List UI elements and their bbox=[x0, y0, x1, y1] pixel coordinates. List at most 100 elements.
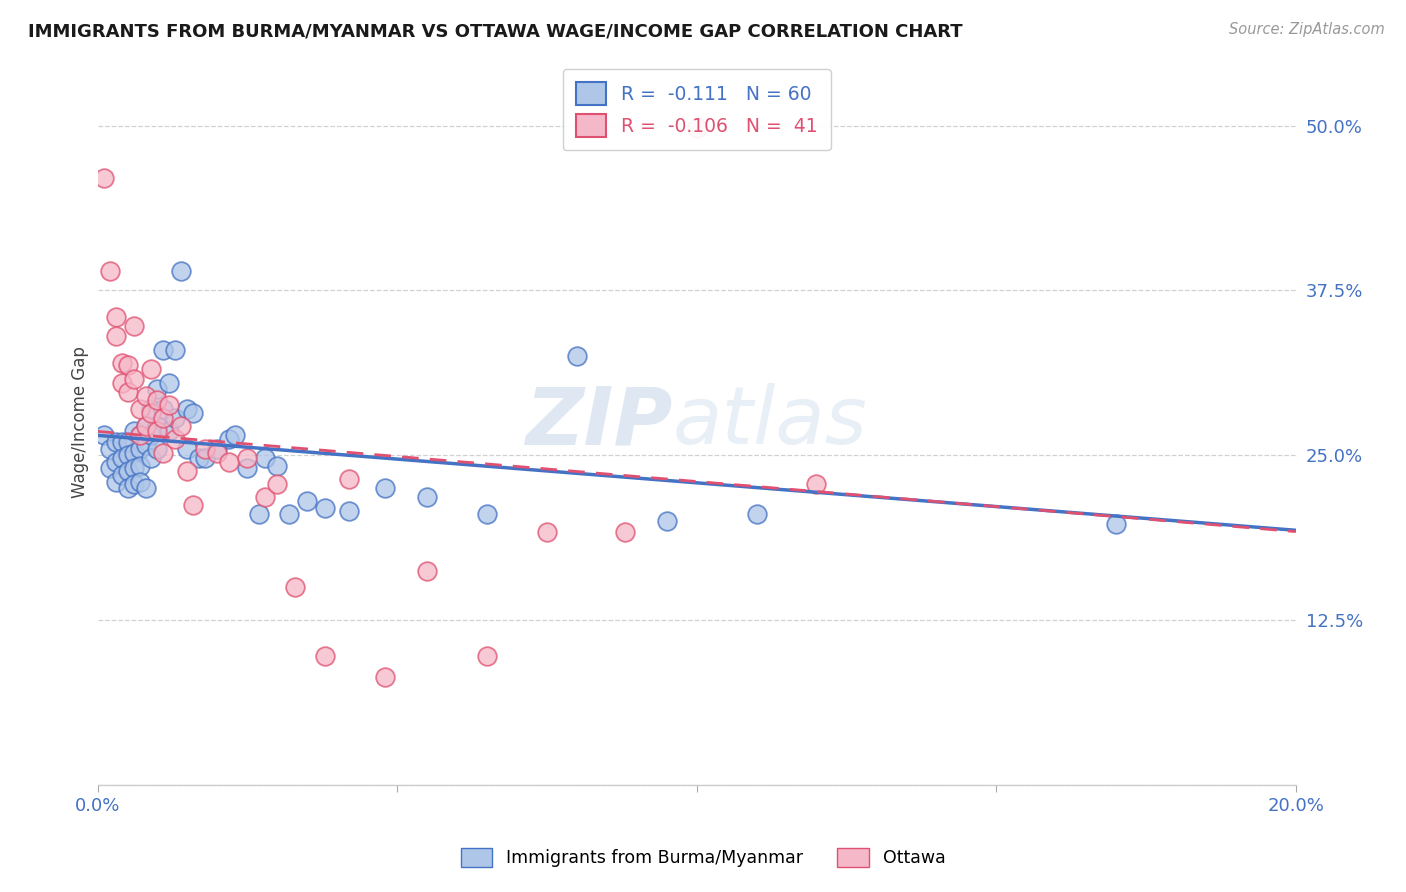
Point bbox=[128, 428, 150, 442]
Point bbox=[141, 450, 163, 465]
Point bbox=[176, 464, 198, 478]
Point bbox=[165, 343, 187, 357]
Point bbox=[337, 503, 360, 517]
Point bbox=[247, 508, 270, 522]
Point bbox=[207, 442, 229, 456]
Point bbox=[152, 411, 174, 425]
Point bbox=[110, 450, 132, 465]
Point bbox=[104, 475, 127, 489]
Point bbox=[117, 434, 139, 449]
Text: Source: ZipAtlas.com: Source: ZipAtlas.com bbox=[1229, 22, 1385, 37]
Point bbox=[104, 310, 127, 324]
Point bbox=[284, 580, 307, 594]
Point bbox=[141, 402, 163, 417]
Point bbox=[165, 433, 187, 447]
Point bbox=[416, 564, 439, 578]
Point bbox=[159, 376, 181, 390]
Point bbox=[122, 318, 145, 333]
Point bbox=[165, 411, 187, 425]
Text: IMMIGRANTS FROM BURMA/MYANMAR VS OTTAWA WAGE/INCOME GAP CORRELATION CHART: IMMIGRANTS FROM BURMA/MYANMAR VS OTTAWA … bbox=[28, 22, 963, 40]
Point bbox=[159, 398, 181, 412]
Y-axis label: Wage/Income Gap: Wage/Income Gap bbox=[72, 346, 89, 498]
Point bbox=[146, 419, 169, 434]
Point bbox=[134, 419, 156, 434]
Point bbox=[141, 428, 163, 442]
Point bbox=[170, 419, 193, 434]
Point bbox=[146, 425, 169, 439]
Point bbox=[134, 389, 156, 403]
Point bbox=[416, 491, 439, 505]
Point bbox=[159, 425, 181, 439]
Point bbox=[374, 481, 396, 495]
Point bbox=[117, 481, 139, 495]
Point bbox=[104, 434, 127, 449]
Point bbox=[122, 477, 145, 491]
Point bbox=[254, 491, 277, 505]
Point bbox=[176, 402, 198, 417]
Point bbox=[176, 442, 198, 456]
Point bbox=[117, 359, 139, 373]
Point bbox=[152, 402, 174, 417]
Point bbox=[218, 455, 240, 469]
Point bbox=[745, 508, 768, 522]
Point bbox=[128, 402, 150, 417]
Point bbox=[122, 445, 145, 459]
Point bbox=[110, 467, 132, 482]
Legend: R =  -0.111   N = 60, R =  -0.106   N =  41: R = -0.111 N = 60, R = -0.106 N = 41 bbox=[562, 69, 831, 151]
Point bbox=[224, 428, 246, 442]
Point bbox=[152, 343, 174, 357]
Point bbox=[134, 481, 156, 495]
Point bbox=[536, 524, 558, 539]
Point bbox=[110, 356, 132, 370]
Point bbox=[104, 329, 127, 343]
Point bbox=[128, 458, 150, 473]
Point bbox=[122, 461, 145, 475]
Point bbox=[475, 648, 498, 663]
Point bbox=[134, 437, 156, 451]
Point bbox=[183, 406, 205, 420]
Point bbox=[686, 121, 709, 136]
Point bbox=[194, 450, 217, 465]
Point bbox=[152, 445, 174, 459]
Point bbox=[613, 524, 636, 539]
Legend: Immigrants from Burma/Myanmar, Ottawa: Immigrants from Burma/Myanmar, Ottawa bbox=[454, 841, 952, 874]
Point bbox=[104, 455, 127, 469]
Point bbox=[134, 419, 156, 434]
Point bbox=[146, 382, 169, 396]
Point bbox=[128, 475, 150, 489]
Point bbox=[207, 445, 229, 459]
Point bbox=[122, 425, 145, 439]
Point bbox=[194, 442, 217, 456]
Point bbox=[806, 477, 828, 491]
Point bbox=[278, 508, 301, 522]
Text: atlas: atlas bbox=[672, 384, 868, 461]
Point bbox=[374, 670, 396, 684]
Point bbox=[170, 263, 193, 277]
Point bbox=[337, 472, 360, 486]
Point bbox=[266, 458, 288, 473]
Point bbox=[565, 349, 588, 363]
Point bbox=[236, 461, 259, 475]
Point bbox=[218, 433, 240, 447]
Point bbox=[98, 263, 121, 277]
Point bbox=[117, 448, 139, 462]
Point bbox=[122, 372, 145, 386]
Point bbox=[236, 450, 259, 465]
Point bbox=[93, 171, 115, 186]
Point bbox=[188, 450, 211, 465]
Point bbox=[98, 461, 121, 475]
Point bbox=[314, 648, 336, 663]
Point bbox=[266, 477, 288, 491]
Point bbox=[93, 428, 115, 442]
Point bbox=[655, 514, 678, 528]
Point bbox=[254, 450, 277, 465]
Point bbox=[141, 406, 163, 420]
Point bbox=[110, 376, 132, 390]
Point bbox=[128, 428, 150, 442]
Point bbox=[146, 442, 169, 456]
Point bbox=[141, 362, 163, 376]
Point bbox=[1105, 516, 1128, 531]
Point bbox=[297, 494, 319, 508]
Point bbox=[475, 508, 498, 522]
Point bbox=[128, 442, 150, 456]
